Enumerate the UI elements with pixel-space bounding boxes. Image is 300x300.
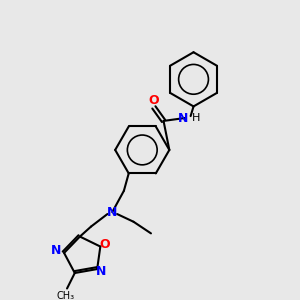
Text: N: N bbox=[51, 244, 62, 257]
Text: N: N bbox=[96, 266, 106, 278]
Text: CH₃: CH₃ bbox=[56, 291, 74, 300]
Text: N: N bbox=[107, 206, 118, 219]
Text: O: O bbox=[99, 238, 110, 251]
Text: N: N bbox=[178, 112, 188, 124]
Text: H: H bbox=[192, 113, 201, 123]
Text: O: O bbox=[148, 94, 159, 107]
